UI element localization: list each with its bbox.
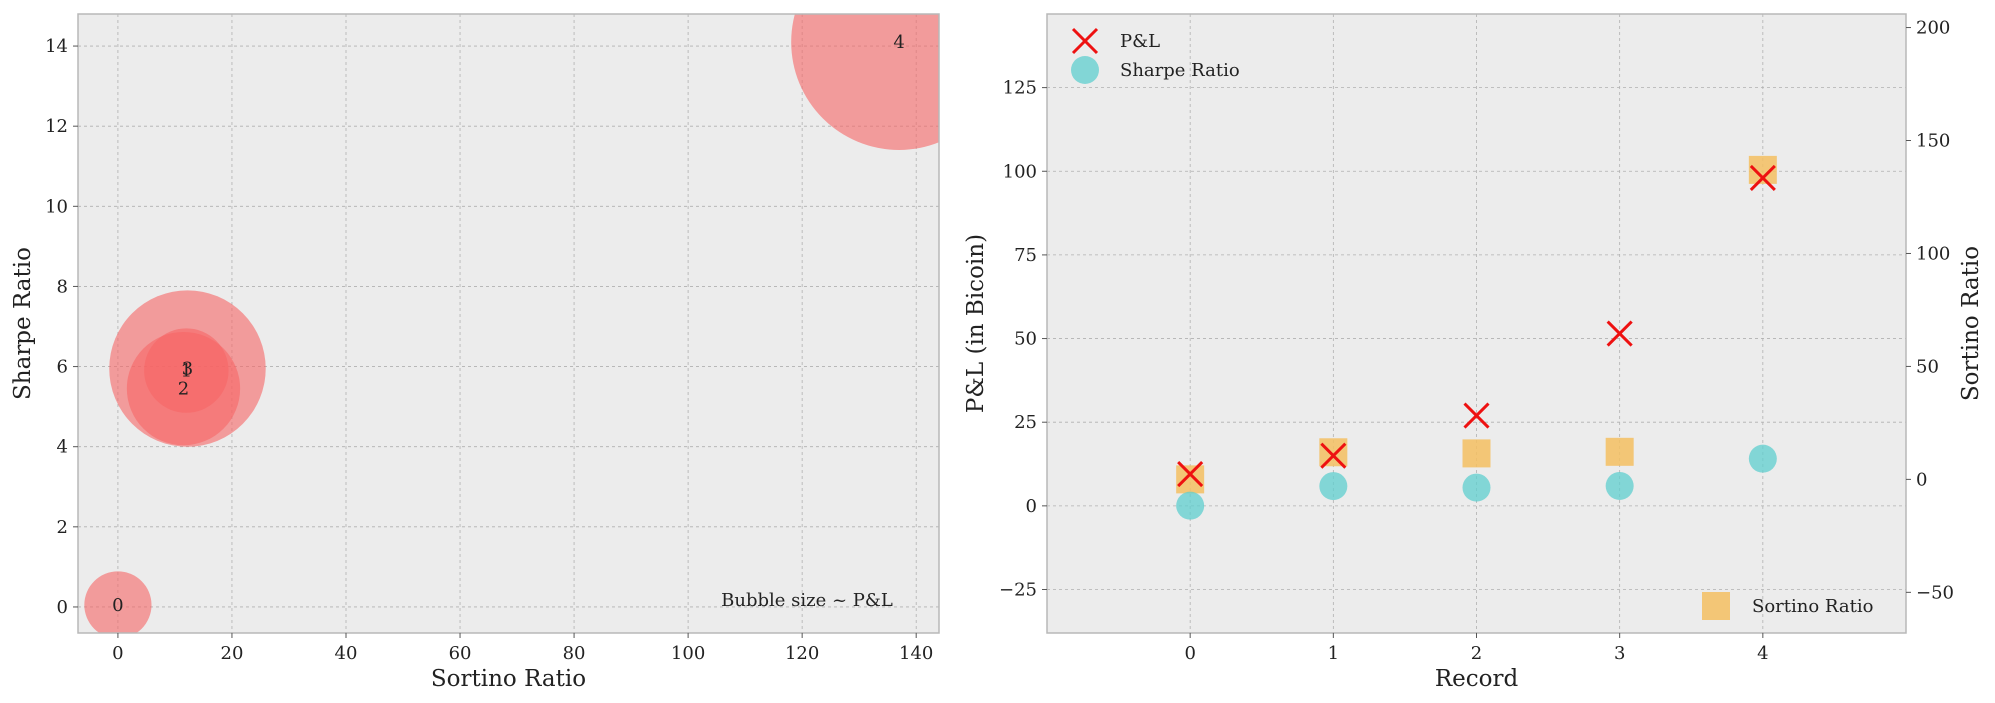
legend-pnl-marker [1071, 27, 1099, 55]
bubble-label: 1 [181, 361, 192, 382]
series-markers [1176, 155, 1777, 520]
sortino-marker [1462, 439, 1491, 468]
bubble-size-note: Bubble size ~ P&L [721, 590, 893, 611]
x-tick-label: 60 [449, 643, 472, 664]
bubble-label: 3 [182, 359, 193, 380]
x-tick-label: 80 [563, 643, 586, 664]
y-tick-label: 0 [57, 597, 68, 618]
x-tick-label: 0 [112, 643, 123, 664]
y-tick-label: 25 [1014, 412, 1037, 433]
legend-pnl-label: P&L [1120, 31, 1160, 52]
sharpe-marker [1319, 472, 1348, 501]
y-tick-label: 12 [45, 116, 68, 137]
x-tick-label: 2 [1471, 643, 1482, 664]
y-tick-label: 14 [45, 36, 68, 57]
sharpe-marker [1748, 444, 1777, 473]
y2-tick-label: 100 [1916, 243, 1950, 264]
sharpe-marker [1462, 473, 1491, 502]
plot-frame [77, 13, 940, 634]
y-tick-label: 6 [57, 357, 68, 378]
bubble-label: 4 [893, 32, 904, 53]
bubble [144, 328, 229, 413]
pnl-marker [1320, 442, 1347, 469]
y-tick-labels: 0 2 4 6 8 10 12 14 [45, 36, 78, 618]
y2-tick-label: 150 [1916, 131, 1950, 152]
y2-tick-label: 0 [1916, 469, 1927, 490]
sharpe-marker [1176, 491, 1205, 520]
y-tick-label: 2 [57, 517, 68, 538]
bubbles: 0 123 4 [84, 14, 939, 633]
legend-right: Sortino Ratio [1702, 592, 1873, 620]
sortino-marker [1319, 438, 1348, 467]
legend-sharpe-label: Sharpe Ratio [1120, 60, 1240, 81]
legend-sortino-marker [1702, 592, 1730, 620]
x-tick-label: 4 [1757, 643, 1768, 664]
x-tick-label: 140 [899, 643, 933, 664]
bubble [791, 14, 939, 150]
y-tick-label: 100 [1003, 161, 1037, 182]
x-tick-label: 120 [785, 643, 819, 664]
y2-tick-label: −50 [1916, 582, 1954, 603]
y2-tick-label: 50 [1916, 356, 1939, 377]
y-tick-label: 10 [45, 196, 68, 217]
y2-tick-label: 200 [1916, 18, 1950, 39]
y2-tick-labels: −50 0 50 100 150 200 [1906, 18, 1954, 603]
y-axis-label: Sharpe Ratio [10, 247, 36, 400]
sortino-marker [1176, 465, 1205, 494]
x-axis-label: Record [1435, 666, 1519, 692]
y-tick-label: 75 [1014, 245, 1037, 266]
y-tick-label: 0 [1026, 496, 1037, 517]
bubble-label: 2 [178, 379, 189, 400]
y-tick-label: 4 [57, 437, 68, 458]
x-tick-labels: 0 20 40 60 80 100 120 140 [112, 633, 933, 664]
bubble-label: 0 [112, 595, 123, 616]
legend-left: P&L Sharpe Ratio [1071, 27, 1240, 84]
y-tick-label: −25 [999, 580, 1037, 601]
x-tick-label: 100 [671, 643, 705, 664]
y-tick-label: 125 [1003, 78, 1037, 99]
y-tick-label: 8 [57, 276, 68, 297]
x-axis-label: Sortino Ratio [431, 666, 586, 692]
record-chart: 0 1 2 3 4 −25 0 25 50 75 100 125 −50 0 50 100 150 200 R… [963, 13, 1984, 692]
x-tick-labels: 0 1 2 3 4 [1184, 633, 1769, 664]
x-tick-label: 20 [221, 643, 244, 664]
legend-sharpe-marker [1071, 56, 1099, 84]
pnl-marker [1463, 402, 1490, 429]
y-tick-label: 50 [1014, 329, 1037, 350]
x-tick-label: 3 [1614, 643, 1625, 664]
sharpe-marker [1605, 471, 1634, 500]
pnl-marker [1606, 320, 1633, 347]
x-tick-label: 1 [1328, 643, 1339, 664]
y2-axis-label: Sortino Ratio [1958, 246, 1984, 401]
x-tick-label: 40 [335, 643, 358, 664]
bubble [84, 571, 152, 633]
legend-sortino-label: Sortino Ratio [1752, 596, 1873, 617]
pnl-marker [1749, 164, 1776, 192]
pnl-marker [1177, 461, 1204, 488]
y-tick-labels: −25 0 25 50 75 100 125 [999, 78, 1047, 601]
x-tick-label: 0 [1184, 643, 1195, 664]
y-axis-label: P&L (in Bicoin) [963, 234, 989, 413]
sortino-marker [1605, 437, 1634, 466]
